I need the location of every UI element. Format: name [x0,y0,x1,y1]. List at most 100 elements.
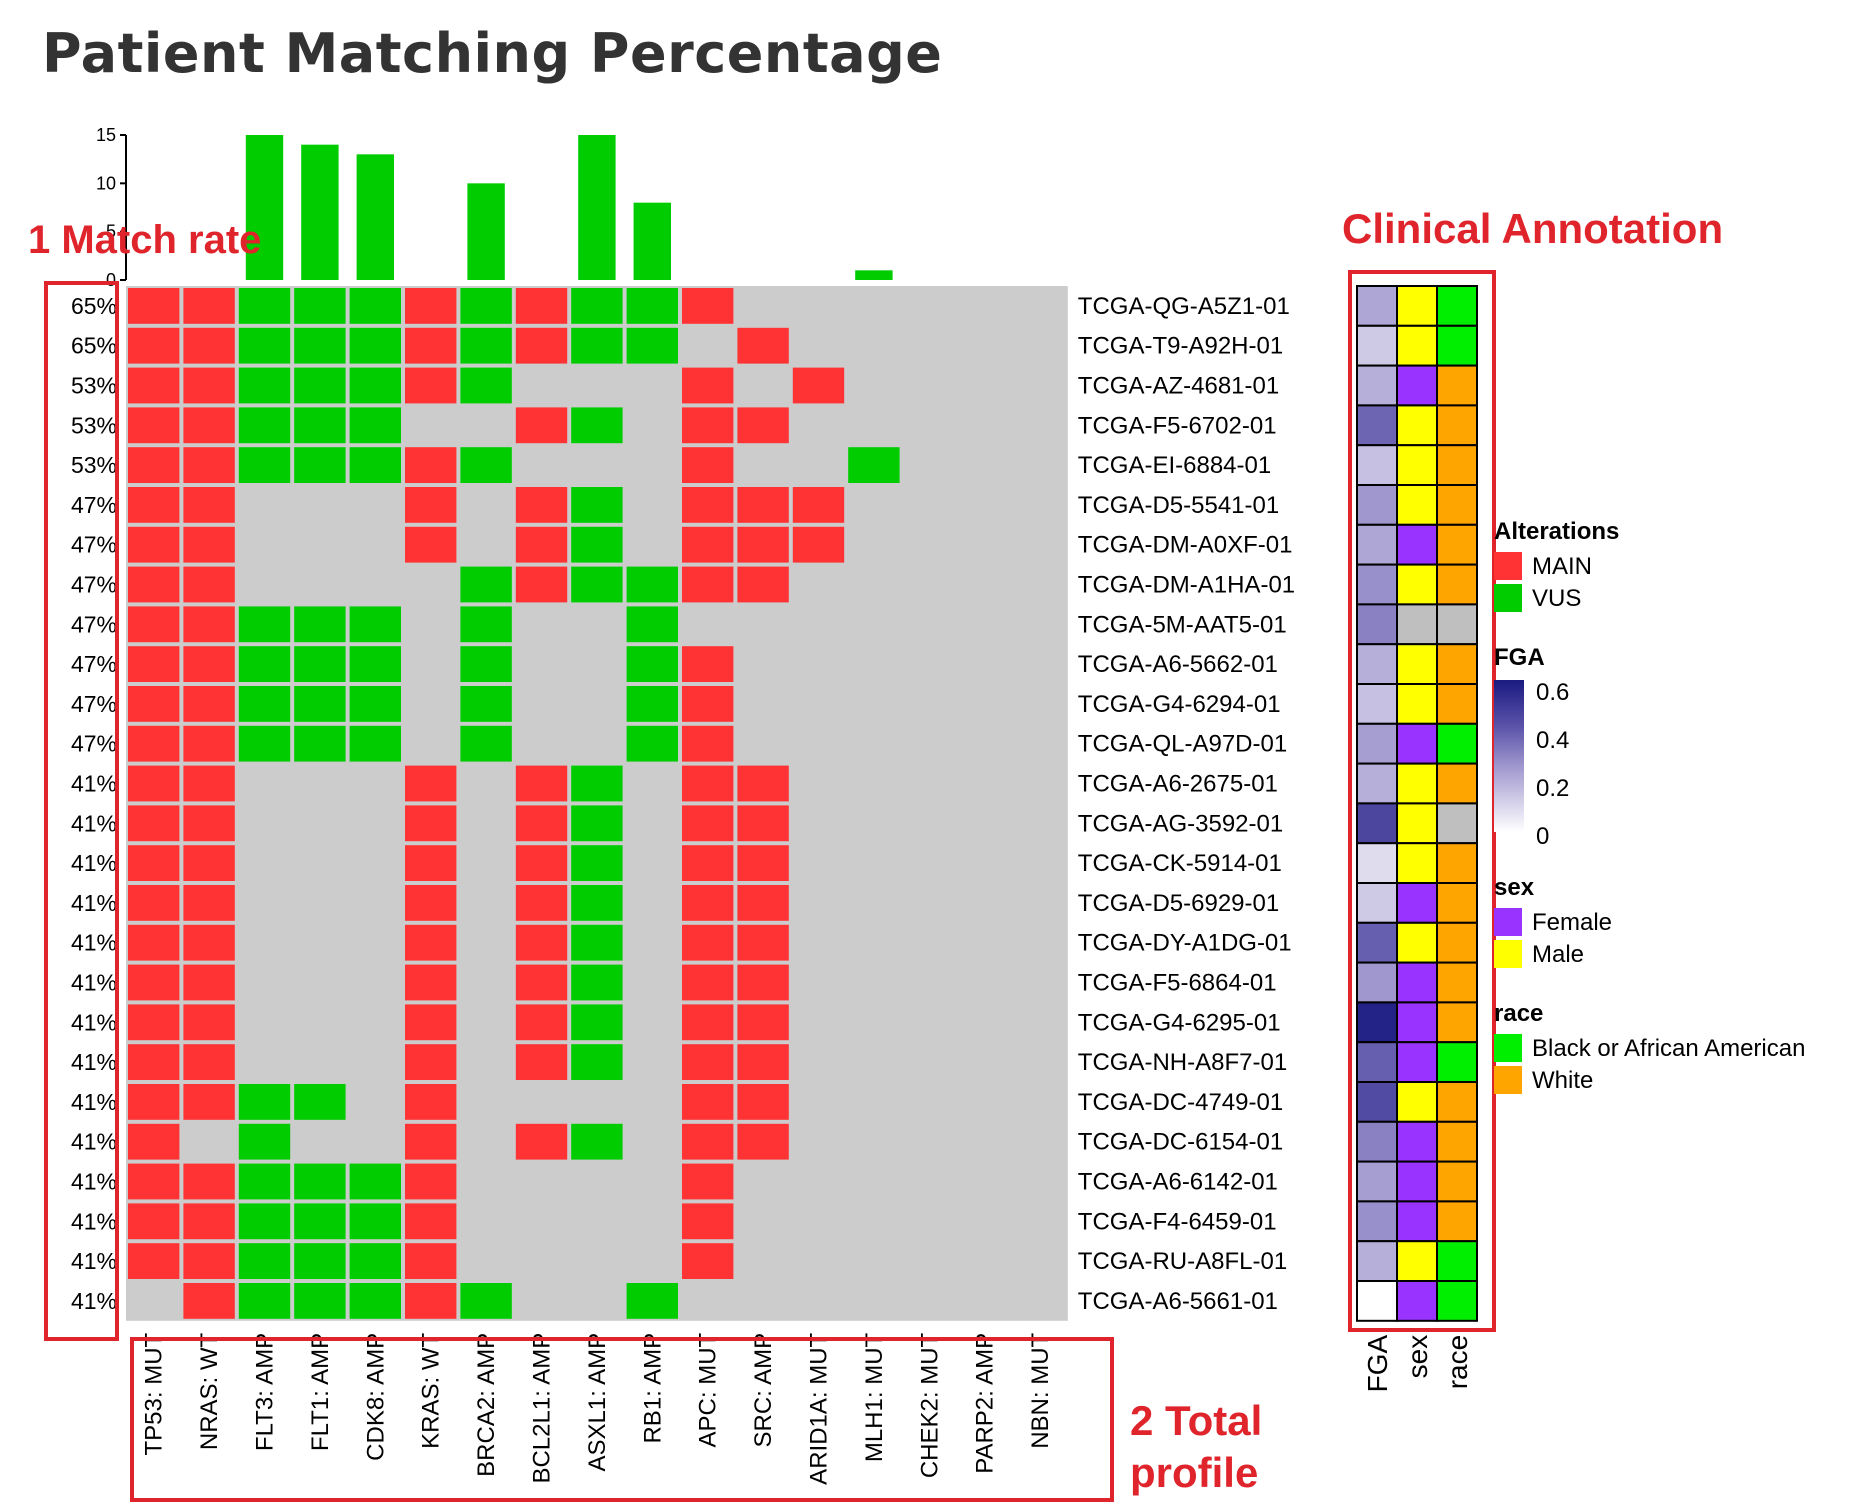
race-cell [1436,921,1478,964]
legend-alterations-title: Alterations [1494,518,1620,545]
heatmap-cell [405,1123,457,1160]
heatmap-cell [183,646,235,682]
sex-cell [1396,324,1438,367]
heatmap-cell [571,407,623,444]
race-cell [1436,444,1478,487]
heatmap-cell [515,924,568,961]
heatmap-cell [128,646,180,682]
legend-label: Male [1532,941,1585,968]
heatmap-cell [737,566,789,603]
heatmap-cell [515,1004,568,1041]
match-rate-label: 41% [71,1169,117,1195]
heatmap-cell [682,447,734,483]
heatmap-cell [128,487,180,523]
heatmap-cell [349,1163,401,1200]
sample-label: TCGA-G4-6295-01 [1078,1009,1281,1036]
heatmap-cell [571,964,623,1001]
heatmap-cell [405,1044,457,1080]
heatmap-cell [128,725,180,762]
heatmap-cell [515,1044,568,1080]
heatmap-cell [792,367,845,404]
heatmap-cell [183,765,235,802]
heatmap-cell [238,367,291,404]
sex-cell [1396,404,1438,447]
sample-label: TCGA-F5-6702-01 [1078,412,1277,439]
heatmap-cell [682,964,734,1001]
heatmap-cell [682,526,734,563]
heatmap-cell [626,646,678,682]
heatmap-cell [294,606,346,643]
heatmap-cell [128,367,180,404]
race-cell [1436,1081,1478,1123]
bar [855,270,893,280]
clinical-column-label: FGA [1362,1334,1393,1392]
heatmap-cell [238,447,291,483]
heatmap-cell [682,646,734,682]
heatmap-cell [349,1283,401,1319]
heatmap-cell [626,1283,678,1319]
heatmap-cell [460,725,512,762]
heatmap-cell [128,765,180,802]
heatmap-cell [183,885,235,921]
sex-cell [1396,683,1438,725]
heatmap-cell [405,845,457,881]
heatmap-cell [737,1004,789,1041]
heatmap-cell [294,725,346,762]
heatmap-cell [682,1044,734,1080]
heatmap-cell [515,845,568,881]
column-label: PARP2: AMP [972,1333,999,1474]
page-title: Patient Matching Percentage [42,22,943,85]
heatmap-cell [294,327,346,364]
heatmap-cell [128,1243,180,1279]
clinical-annotation-box [1348,270,1496,1332]
heatmap-cell [682,487,734,523]
column-label: ARID1A: MUT [806,1332,833,1484]
heatmap-cell [294,1203,346,1240]
heatmap-cell [405,885,457,921]
heatmap-cell [349,1203,401,1240]
heatmap-cell [183,1163,235,1200]
sex-cell [1396,722,1438,765]
sex-cell [1396,1120,1438,1163]
race-cell [1436,404,1478,447]
heatmap-cell [737,327,789,364]
fga-tick-label: 0.6 [1536,679,1570,706]
heatmap-cell [571,327,623,364]
heatmap-cell [848,447,900,483]
sample-label: TCGA-F4-6459-01 [1078,1208,1277,1235]
sex-cell [1396,364,1438,407]
match-rate-label: 47% [71,572,117,598]
heatmap-cell [294,1243,346,1279]
heatmap-cell [626,566,678,603]
bar-y-tick-label: 15 [96,125,116,145]
match-rate-annotation: 1 Match rate [28,218,262,262]
heatmap-cell [737,845,789,881]
heatmap-cell [128,924,180,961]
heatmap-cell [571,1004,623,1041]
heatmap-cell [682,885,734,921]
match-rate-label: 65% [71,293,117,319]
main-swatch [1494,552,1522,580]
legend-race-title: race [1494,1000,1544,1027]
heatmap-cell [515,327,568,364]
heatmap-cell [405,1243,457,1279]
heatmap-cell [349,288,401,324]
heatmap-cell [515,566,568,603]
heatmap-cell [460,288,512,324]
heatmap-cell [737,526,789,563]
race-cell [1436,961,1478,1004]
heatmap-cell [183,1004,235,1041]
heatmap-cell [515,288,568,324]
heatmap-cell [128,805,180,842]
fga-cell [1356,1200,1398,1243]
heatmap-cell [792,487,845,523]
column-label: FLT3: AMP [252,1333,279,1451]
sample-label: TCGA-DM-A1HA-01 [1078,572,1295,599]
column-label: KRAS: WT [418,1332,445,1448]
heatmap-cell [128,1084,180,1120]
column-label: BRCA2: AMP [473,1333,500,1477]
heatmap-cell [183,1203,235,1240]
heatmap-cell [183,566,235,603]
heatmap-cell [294,646,346,682]
heatmap-cell [128,964,180,1001]
